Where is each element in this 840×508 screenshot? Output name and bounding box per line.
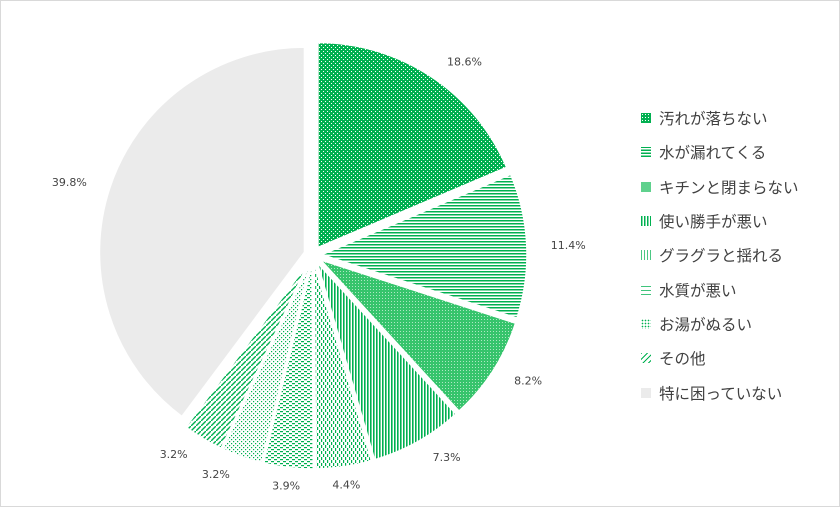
legend-item-5: グラグラと揺れる xyxy=(641,238,799,272)
legend-swatch xyxy=(641,318,651,329)
pie-slice-3 xyxy=(318,258,517,413)
legend-swatch xyxy=(641,250,651,261)
pie-slice-7 xyxy=(221,263,311,464)
legend-item-2: 水が漏れてくる xyxy=(641,135,799,169)
legend-label: 汚れが落ちない xyxy=(659,110,768,129)
pie-value-labels: 18.6% 11.4% 8.2% 7.3% 4.4% 3.9% 3.2% 3.2% 39.8% xyxy=(52,55,586,492)
legend-label: 水が漏れてくる xyxy=(659,144,767,163)
value-label-3: 8.2% xyxy=(514,375,542,388)
legend-item-1: 汚れが落ちない xyxy=(641,101,799,135)
value-label-2: 11.4% xyxy=(551,239,586,252)
value-label-4: 7.3% xyxy=(433,451,461,464)
legend-label: その他 xyxy=(659,350,706,369)
legend-label: お湯がぬるい xyxy=(659,315,753,334)
legend-label: グラグラと揺れる xyxy=(659,247,784,266)
legend: 汚れが落ちない 水が漏れてくるキチンと閉まらない 使い勝手が悪い グラグラと揺れる 水質… xyxy=(641,101,799,410)
legend-swatch xyxy=(641,216,651,227)
pie-slices xyxy=(98,41,528,470)
value-label-7: 3.2% xyxy=(202,468,230,481)
value-label-9: 39.8% xyxy=(52,176,87,189)
legend-item-9: 特に困っていない xyxy=(641,375,799,409)
legend-swatch xyxy=(641,113,651,124)
pie-slice-8 xyxy=(184,262,310,450)
pie-slice-4 xyxy=(316,262,457,461)
legend-item-8: その他 xyxy=(641,341,799,375)
legend-swatch xyxy=(641,353,651,364)
legend-item-6: 水質が悪い xyxy=(641,272,799,306)
legend-swatch xyxy=(641,284,651,295)
value-label-8: 3.2% xyxy=(160,448,188,461)
pie-slice-5 xyxy=(313,263,373,470)
legend-items: 汚れが落ちない 水が漏れてくるキチンと閉まらない 使い勝手が悪い グラグラと揺れる 水質… xyxy=(641,101,799,410)
legend-item-4: 使い勝手が悪い xyxy=(641,204,799,238)
pie-slice-9 xyxy=(98,46,306,418)
legend-label: 使い勝手が悪い xyxy=(659,213,768,232)
legend-swatch xyxy=(641,181,651,192)
pie-slice-6 xyxy=(262,263,314,470)
value-label-5: 4.4% xyxy=(332,479,360,492)
legend-swatch xyxy=(641,387,651,398)
legend-item-7: お湯がぬるい xyxy=(641,307,799,341)
pie-slice-1 xyxy=(317,41,508,249)
value-label-6: 3.9% xyxy=(272,479,300,492)
legend-swatch xyxy=(641,147,651,158)
legend-label: 水質が悪い xyxy=(659,281,737,300)
legend-label: 特に困っていない xyxy=(659,384,783,403)
legend-item-3: キチンと閉まらない xyxy=(641,170,799,204)
value-label-1: 18.6% xyxy=(447,55,482,68)
pie-slice-2 xyxy=(319,173,528,319)
legend-label: キチンと閉まらない xyxy=(659,178,799,197)
